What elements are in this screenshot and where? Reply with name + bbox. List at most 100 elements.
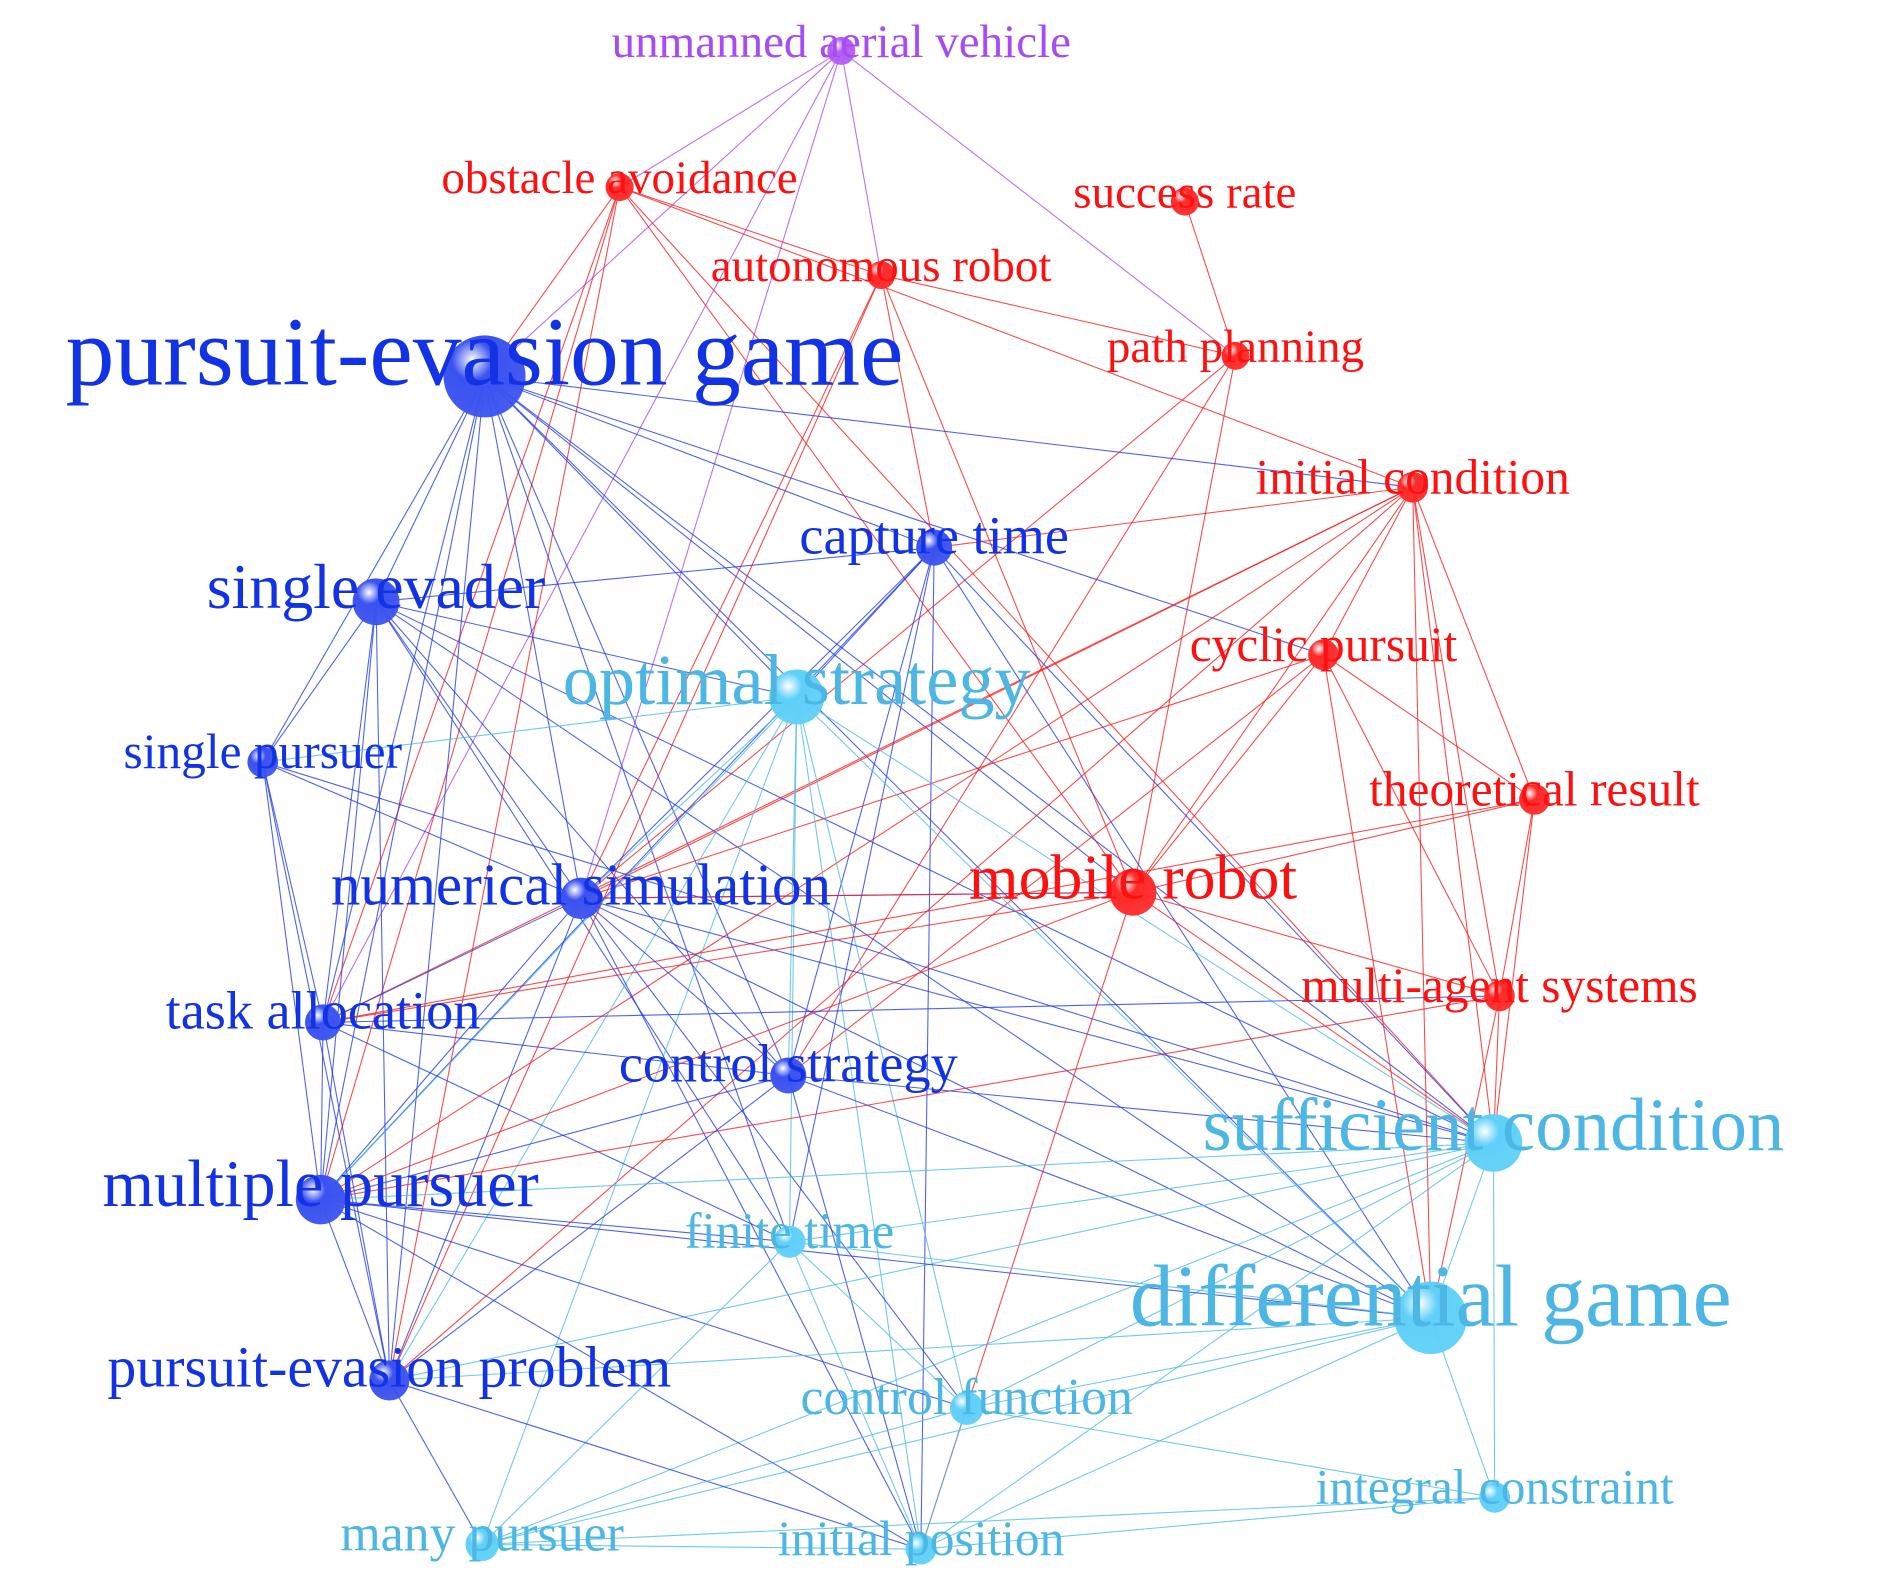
node-uav[interactable] (827, 36, 856, 65)
link-peg-cs (484, 376, 789, 1076)
link-ft-ip (789, 1241, 922, 1550)
link-os-mp (320, 696, 798, 1201)
node-mr[interactable] (1109, 868, 1157, 916)
link-cp-mas (1323, 654, 1500, 997)
link-ft-mpu (481, 1241, 790, 1545)
link-mr-mp (320, 891, 1134, 1201)
link-sc-mpu (481, 1142, 1494, 1545)
link-cf-icn (966, 1407, 1495, 1498)
link-os-cf (796, 696, 968, 1409)
link-cs-ip (787, 1075, 922, 1550)
node-label: task allocation (166, 981, 481, 1041)
node-label: initial condition (1256, 449, 1570, 504)
link-cp-ns (580, 654, 1324, 899)
node-label: single pursuer (123, 724, 402, 779)
link-se-ns (375, 601, 582, 899)
link-ip-mpu (482, 1543, 921, 1550)
node-pp[interactable] (1221, 341, 1250, 370)
node-cf[interactable] (950, 1391, 984, 1425)
link-mas-mp (320, 995, 1500, 1201)
link-pep-mpu (388, 1380, 483, 1545)
link-sr-pp (1184, 201, 1237, 357)
node-icn[interactable] (1479, 1482, 1510, 1513)
link-cp-dg (1322, 654, 1432, 1318)
link-oa-mp (320, 186, 621, 1200)
link-ct-ip (920, 547, 935, 1550)
link-mp-pep (320, 1199, 390, 1381)
link-ct-ft (788, 547, 935, 1242)
link-dg-ip (920, 1317, 1431, 1550)
node-oa[interactable] (605, 173, 634, 202)
node-tr[interactable] (1519, 784, 1550, 815)
node-cs[interactable] (770, 1057, 807, 1094)
link-ct-ns (580, 547, 935, 899)
link-peg-pep (388, 376, 486, 1381)
link-sp-ns (262, 761, 582, 899)
node-pep[interactable] (369, 1360, 410, 1401)
link-se-sc (375, 601, 1494, 1144)
node-dg[interactable] (1394, 1281, 1468, 1355)
node-mp[interactable] (295, 1174, 346, 1225)
node-label: mobile robot (969, 842, 1297, 913)
link-os-mpu (481, 696, 798, 1545)
link-oa-mr (619, 186, 1134, 893)
link-ar-mr (880, 274, 1134, 893)
node-label: optimal strategy (563, 640, 1031, 720)
link-peg-ft (484, 376, 791, 1243)
link-sp-sc (262, 761, 1494, 1144)
link-se-cs (375, 601, 789, 1076)
link-ct-dg (933, 547, 1432, 1319)
link-dg-pep (389, 1317, 1431, 1381)
node-ft[interactable] (773, 1225, 806, 1258)
link-peg-cp (484, 375, 1324, 656)
node-ar[interactable] (867, 261, 896, 290)
node-se[interactable] (352, 578, 400, 626)
node-ta[interactable] (305, 1004, 342, 1041)
link-ic-mas (1412, 487, 1500, 997)
node-label: unmanned aerial vehicle (612, 16, 1071, 68)
link-se-pep (375, 601, 390, 1381)
node-mpu[interactable] (465, 1527, 499, 1562)
link-cp-cs (787, 654, 1324, 1076)
node-label: initial position (777, 1511, 1064, 1566)
node-sr[interactable] (1170, 187, 1199, 216)
node-mas[interactable] (1484, 980, 1515, 1012)
link-uav-pp (841, 50, 1236, 357)
link-ft-dg (789, 1241, 1431, 1319)
node-peg[interactable] (443, 335, 526, 418)
link-ns-mp (320, 897, 582, 1200)
node-os[interactable] (769, 669, 825, 725)
node-ns[interactable] (560, 877, 602, 920)
link-uav-oa (619, 50, 842, 188)
node-sc[interactable] (1464, 1114, 1523, 1172)
link-os-sp (262, 696, 797, 763)
link-sp-ta (262, 761, 324, 1023)
link-ar-pep (388, 274, 882, 1381)
link-os-ns (580, 696, 798, 899)
link-os-ft (788, 697, 798, 1242)
link-sc-ip (920, 1142, 1494, 1550)
link-ta-ft (322, 1021, 790, 1243)
link-cs-mp (320, 1074, 789, 1201)
node-ct[interactable] (916, 529, 953, 566)
node-cp[interactable] (1308, 639, 1339, 671)
node-sp[interactable] (247, 746, 279, 778)
link-cf-mpu (481, 1407, 967, 1545)
link-sc-pep (389, 1142, 1494, 1381)
link-mr-mas (1132, 891, 1500, 997)
link-ic-dg (1412, 487, 1432, 1318)
link-mp-ip (320, 1199, 922, 1550)
node-ip[interactable] (905, 1533, 937, 1565)
link-ar-ct (880, 275, 935, 548)
nodes-layer (247, 36, 1550, 1565)
link-uav-ta (322, 50, 842, 1023)
link-ct-sc (933, 547, 1494, 1144)
link-ic-sc (1412, 487, 1494, 1144)
link-peg-dg (484, 375, 1432, 1319)
link-ns-sc (580, 897, 1494, 1144)
link-ar-ns (580, 274, 882, 899)
link-se-ft (375, 601, 790, 1243)
link-peg-se (375, 376, 486, 603)
node-ic[interactable] (1397, 471, 1429, 503)
